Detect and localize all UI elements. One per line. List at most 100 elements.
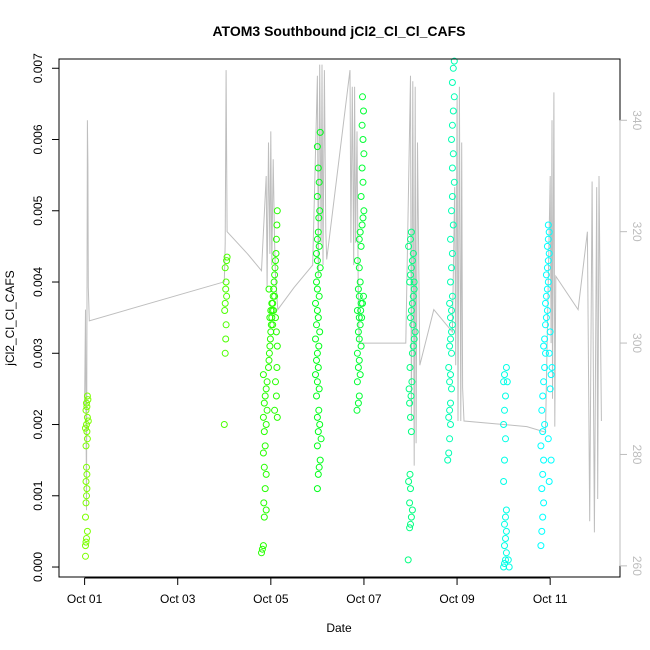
data-point xyxy=(221,299,229,307)
data-point xyxy=(84,396,92,404)
data-point xyxy=(538,485,546,493)
data-point xyxy=(355,292,363,300)
x-axis: Oct 01 Oct 03 Oct 05 Oct 07 Oct 09 Oct 11 xyxy=(67,577,568,606)
data-point xyxy=(266,342,274,350)
data-point xyxy=(273,342,281,350)
data-point xyxy=(504,556,512,564)
data-point xyxy=(82,478,90,485)
x-tick-label: Oct 09 xyxy=(439,592,475,606)
data-point xyxy=(354,328,362,336)
data-point xyxy=(449,64,457,72)
data-point xyxy=(356,278,364,286)
data-point xyxy=(407,520,414,528)
data-point xyxy=(407,413,414,421)
data-point xyxy=(448,164,456,172)
data-point xyxy=(406,470,414,478)
data-point xyxy=(315,242,323,250)
data-point xyxy=(360,207,368,215)
data-point xyxy=(538,527,546,535)
secondary-y-tick-label: 280 xyxy=(630,444,644,464)
data-point xyxy=(314,314,322,322)
data-point xyxy=(409,321,417,329)
data-point xyxy=(359,214,367,222)
data-point xyxy=(542,314,550,322)
data-point xyxy=(355,264,363,272)
data-point xyxy=(357,342,365,350)
data-point xyxy=(262,506,270,514)
data-point xyxy=(313,349,321,357)
data-point xyxy=(547,371,555,379)
data-point xyxy=(314,428,322,436)
data-point xyxy=(258,545,266,553)
data-point xyxy=(407,307,415,314)
data-point xyxy=(83,399,90,407)
data-point xyxy=(358,221,366,229)
data-point xyxy=(448,193,456,200)
data-point xyxy=(447,399,454,407)
y-tick-label: 0.003 xyxy=(31,338,45,368)
data-point xyxy=(537,442,545,450)
data-point xyxy=(82,552,89,560)
data-point xyxy=(266,335,274,343)
data-point xyxy=(447,314,454,322)
data-point xyxy=(263,406,271,414)
x-axis-label: Date xyxy=(326,621,352,635)
data-point xyxy=(406,499,414,507)
data-point xyxy=(315,342,323,350)
data-point xyxy=(259,542,267,550)
data-point xyxy=(315,178,323,186)
data-point xyxy=(446,378,454,386)
data-point xyxy=(501,560,508,567)
data-point xyxy=(359,136,367,143)
data-point xyxy=(360,150,368,158)
data-point xyxy=(312,335,319,343)
data-point xyxy=(404,556,412,564)
data-point xyxy=(222,335,230,343)
data-point xyxy=(83,392,91,400)
data-point xyxy=(316,264,324,272)
data-point xyxy=(448,136,455,143)
data-point xyxy=(221,264,229,272)
data-point xyxy=(83,463,90,471)
secondary-line-group xyxy=(84,64,602,533)
data-point xyxy=(265,356,273,364)
data-point xyxy=(539,428,547,436)
data-point xyxy=(272,314,279,322)
data-point xyxy=(505,563,513,571)
data-point xyxy=(83,421,90,428)
data-point xyxy=(272,378,279,386)
data-point xyxy=(221,307,229,314)
data-point xyxy=(445,364,453,371)
data-point xyxy=(405,242,413,250)
data-point xyxy=(544,257,552,265)
data-point xyxy=(542,349,549,357)
data-point xyxy=(358,314,366,322)
data-point xyxy=(448,307,455,314)
data-point xyxy=(83,535,90,542)
data-point xyxy=(354,399,362,407)
data-point xyxy=(540,342,548,350)
data-point xyxy=(268,314,276,322)
data-point xyxy=(407,264,415,272)
data-point xyxy=(260,428,268,436)
data-point xyxy=(449,221,457,229)
data-point xyxy=(410,278,418,286)
y-tick-label: 0.000 xyxy=(31,552,45,582)
data-point xyxy=(450,178,458,186)
data-point xyxy=(502,535,509,542)
data-point xyxy=(272,257,279,265)
y-tick-label: 0.001 xyxy=(31,480,45,510)
data-point xyxy=(405,385,413,393)
data-point xyxy=(448,328,455,336)
data-point xyxy=(82,499,90,507)
data-point xyxy=(82,442,90,450)
data-point xyxy=(407,314,414,322)
data-point xyxy=(541,364,549,371)
data-point xyxy=(540,456,548,464)
data-point xyxy=(313,321,320,329)
data-point xyxy=(82,424,89,432)
data-point xyxy=(408,257,416,265)
data-point xyxy=(221,349,229,357)
data-point xyxy=(315,463,323,471)
secondary-y-axis: 260 280 300 320 340 xyxy=(619,110,644,576)
